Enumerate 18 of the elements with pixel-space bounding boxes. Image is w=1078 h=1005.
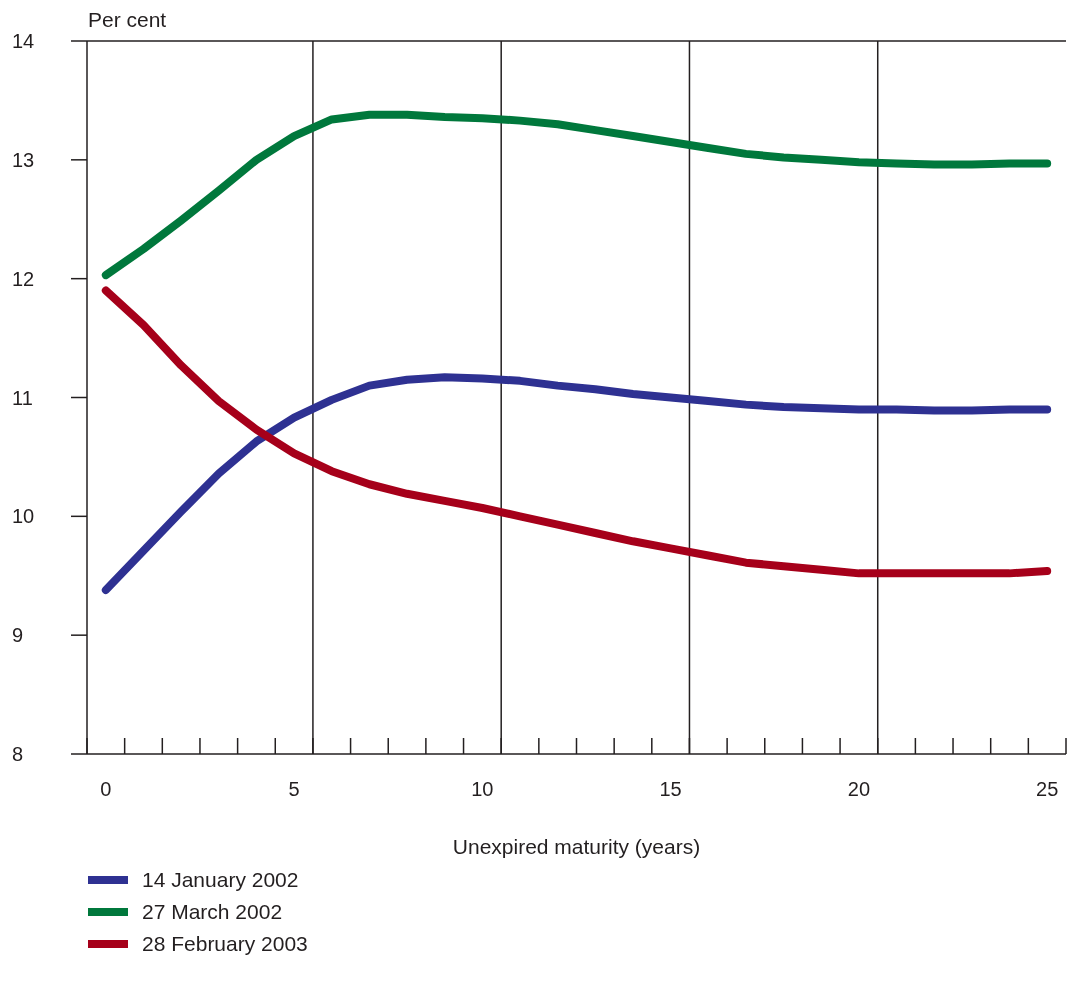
legend-label: 28 February 2003	[142, 932, 308, 956]
y-axis-title: Per cent	[88, 8, 167, 31]
y-tick-label: 10	[12, 505, 35, 528]
legend-label: 27 March 2002	[142, 900, 283, 924]
y-tick-label: 12	[12, 267, 35, 290]
y-tick-label: 9	[12, 624, 24, 647]
y-tick-label: 14	[12, 30, 35, 52]
y-tick-label: 11	[12, 386, 33, 409]
legend-label: 14 January 2002	[142, 868, 299, 892]
y-tick-label: 13	[12, 148, 35, 171]
x-tick-label: 5	[288, 778, 300, 800]
x-axis-title: Unexpired maturity (years)	[452, 835, 701, 858]
x-tick-label: 25	[1036, 778, 1059, 800]
x-tick-label: 15	[659, 778, 682, 800]
x-tick-label: 20	[847, 778, 871, 800]
y-tick-label: 8	[12, 743, 24, 765]
x-tick-label: 10	[471, 778, 494, 800]
x-tick-label: 0	[100, 778, 112, 800]
